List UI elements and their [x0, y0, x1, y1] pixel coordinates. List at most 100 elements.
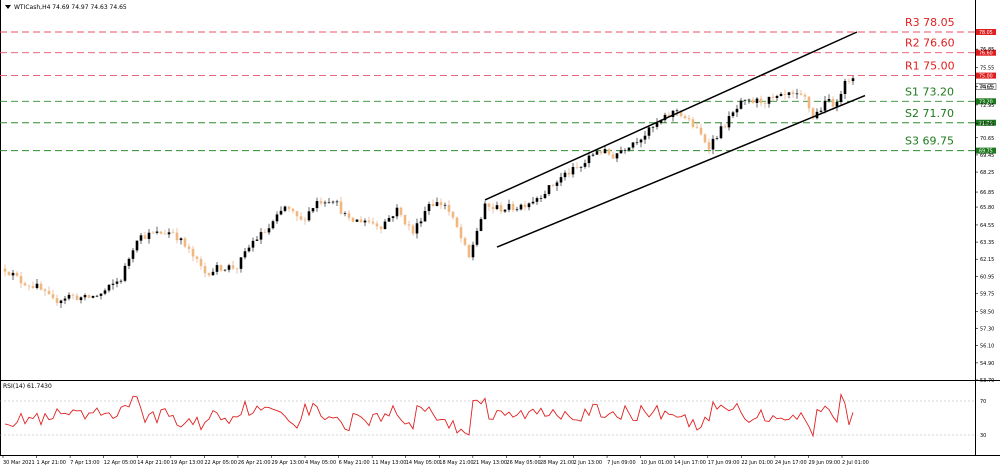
candle-body [383, 221, 387, 230]
candle-body [247, 247, 251, 252]
candle-body [111, 283, 115, 285]
price-tick-label: 69.45 [980, 153, 994, 159]
time-tick-label: 19 Apr 13:00 [171, 460, 204, 466]
candle-body [851, 78, 855, 82]
candle-body [703, 134, 707, 143]
price-tick-label: 75.55 [980, 66, 994, 72]
candle-body [323, 202, 327, 204]
candle-body [771, 96, 775, 98]
candle-body [303, 219, 307, 221]
candle-body [159, 231, 163, 234]
candle-body [7, 271, 11, 276]
candle-body [435, 202, 439, 206]
time-tick-label: 10 Jun 01:00 [641, 460, 673, 466]
candle-body [539, 198, 543, 199]
level-label-s1: S1 73.20 [905, 85, 954, 98]
candle-body [583, 163, 587, 167]
candle-body [403, 214, 407, 225]
sr-levels: 78.05 R3 78.05 76.60 R2 76.60 75.00 R1 75.00 7… [0, 16, 997, 155]
candle-body [827, 99, 831, 101]
candle-body [659, 120, 663, 123]
level-tag-label: 73.20 [979, 99, 993, 105]
candle-body [207, 273, 211, 276]
candle-body [719, 126, 723, 139]
candle-body [351, 217, 355, 222]
candle-body [67, 294, 71, 299]
candle-body [79, 297, 83, 301]
candle-body [675, 110, 679, 112]
candle-body [647, 127, 651, 136]
candle-body [371, 221, 375, 224]
candle-body [651, 126, 655, 128]
time-tick-label: 7 Apr 13:00 [70, 460, 99, 466]
rsi-panel: RSI(14) 61.7430 70 30 [0, 383, 986, 439]
candle-body [347, 213, 351, 218]
candle-body [643, 135, 647, 140]
candle-body [419, 221, 423, 224]
level-tag-label: 75.00 [979, 74, 993, 80]
candle-body [579, 166, 583, 168]
price-tick-label: 59.75 [980, 292, 994, 298]
chevron-down-icon[interactable] [5, 5, 11, 9]
candle-body [11, 272, 15, 276]
candle-body [671, 110, 675, 118]
candle-body [163, 233, 167, 235]
channel-upper-line [484, 31, 858, 201]
candle-body [23, 283, 27, 286]
candle-body [475, 230, 479, 245]
candle-body [359, 219, 363, 223]
price-tick-label: 72.95 [980, 103, 994, 109]
level-tag-s3 [976, 147, 996, 154]
candle-body [99, 293, 103, 296]
candle-body [87, 295, 91, 298]
rsi-level-label: 30 [980, 433, 986, 439]
candle-body [723, 126, 727, 128]
rsi-label: RSI(14) 61.7430 [3, 383, 52, 390]
candle-body [459, 227, 463, 239]
candle-body [795, 93, 799, 95]
candle-body [751, 99, 755, 103]
candle-body [699, 127, 703, 135]
candle-body [307, 211, 311, 221]
level-tag-s2 [976, 119, 996, 126]
level-tag-label: 78.05 [979, 30, 993, 36]
level-tag-label: 76.60 [979, 51, 993, 57]
level-label-r3: R3 78.05 [905, 16, 955, 29]
candle-body [219, 265, 223, 271]
candle-body [791, 92, 795, 95]
candle-body [499, 205, 503, 212]
trend-channel [484, 31, 866, 248]
candle-body [463, 238, 467, 245]
candle-body [195, 256, 199, 259]
candle-body [831, 99, 835, 107]
candle-body [523, 204, 527, 208]
candle-body [819, 110, 823, 112]
price-tick-label: 60.95 [980, 274, 994, 280]
candle-body [839, 94, 843, 102]
candle-body [695, 127, 699, 128]
candle-body [199, 258, 203, 267]
candle-body [763, 103, 767, 104]
price-tick-label: 70.65 [980, 136, 994, 142]
candle-body [511, 203, 515, 211]
candle-body [835, 101, 839, 107]
candle-body [143, 235, 147, 239]
candle-body [735, 108, 739, 113]
candle-body [587, 155, 591, 164]
candle-body [3, 268, 7, 272]
level-label-s2: S2 71.70 [905, 107, 954, 120]
time-tick-label: 14 Jun 17:00 [674, 460, 706, 466]
candle-body [603, 149, 607, 154]
time-tick-label: 29 Apr 13:00 [271, 460, 304, 466]
time-tick-label: 7 Jun 09:00 [607, 460, 636, 466]
level-label-r1: R1 75.00 [905, 60, 955, 73]
time-tick-label: 2 Jul 01:00 [842, 460, 869, 466]
candle-body [27, 285, 31, 287]
candle-body [527, 203, 531, 208]
level-tag-label: 69.75 [979, 149, 993, 155]
channel-lower-line [496, 94, 866, 248]
candle-body [759, 98, 763, 104]
price-tick-label: 57.30 [980, 327, 994, 333]
time-tick-label: 21 May 13:00 [473, 460, 507, 466]
